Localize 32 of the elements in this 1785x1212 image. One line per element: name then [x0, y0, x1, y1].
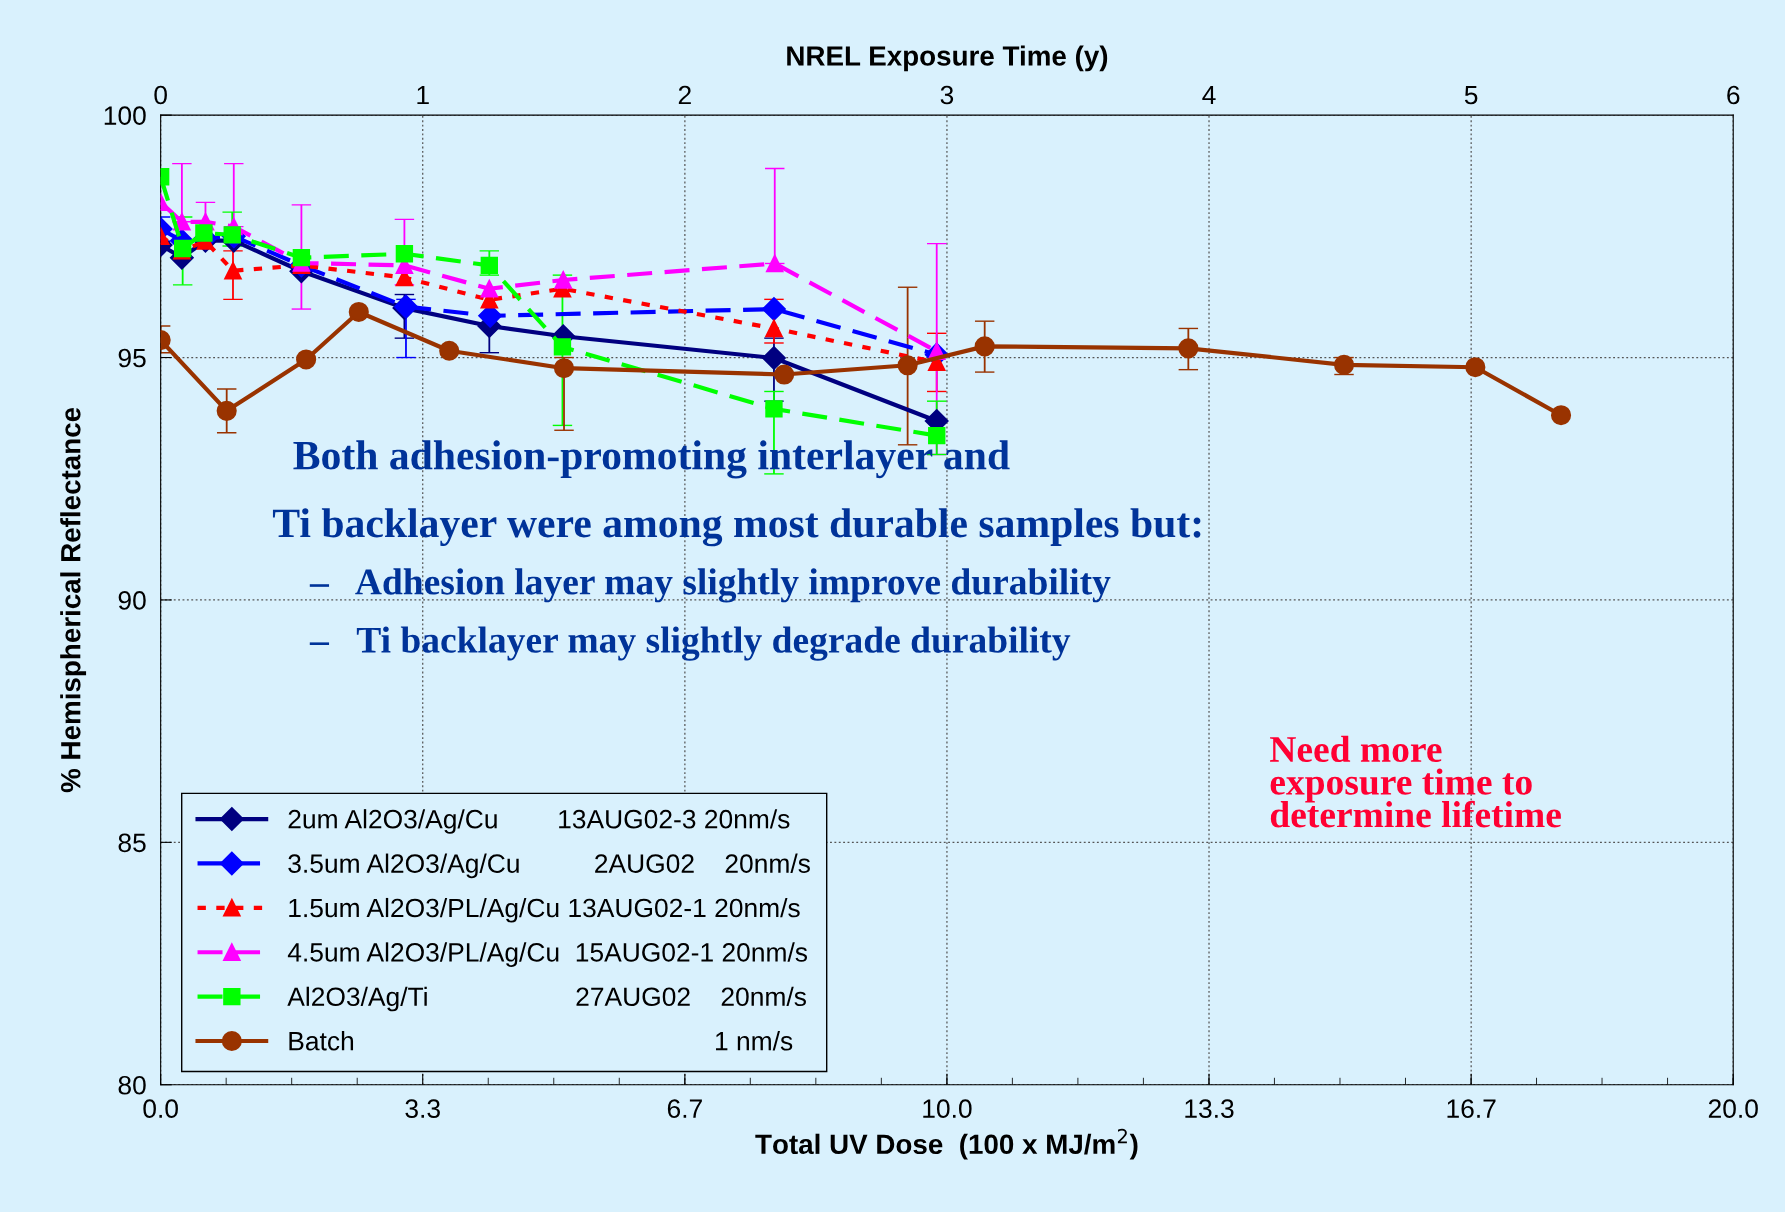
- annotation: – Ti backlayer may slightly degrade durability: [309, 626, 1071, 661]
- x-tick-label: 3.3: [405, 1099, 440, 1119]
- legend-label: Batch 1 nm/s: [289, 1031, 793, 1051]
- x-tick-label: 13.3: [1185, 1099, 1234, 1119]
- x2-tick-label: 0: [154, 85, 167, 105]
- x-tick-label: 10.0: [923, 1099, 972, 1119]
- legend-label: Al2O3/Ag/Ti 27AUG02 20nm/s: [287, 986, 806, 1012]
- x2-tick-label: 2: [678, 85, 691, 105]
- x-tick-label: 20.0: [1708, 1099, 1758, 1119]
- x2-tick-label: 3: [940, 85, 954, 105]
- x2-axis-title: NREL Exposure Time (y): [787, 45, 1108, 72]
- legend-label: 4.5um Al2O3/PL/Ag/Cu 15AUG02-1 20nm/s: [287, 942, 808, 967]
- x2-tick-label: 4: [1202, 85, 1216, 105]
- y-tick-label: 90: [118, 591, 146, 610]
- y-tick-label: 95: [118, 348, 146, 368]
- y-tick-label: 100: [104, 106, 146, 125]
- y-tick-label: 80: [118, 1075, 146, 1095]
- x-tick-label: 0.0: [143, 1099, 178, 1119]
- y-tick-label: 85: [118, 833, 146, 853]
- annotation: – Adhesion layer may slightly improve durability: [309, 568, 1111, 603]
- x2-tick-label: 5: [1464, 85, 1478, 105]
- x-axis-title: Total UV Dose (100 x MJ/m$^{2}$): [755, 1128, 1138, 1160]
- x-tick-label: 16.7: [1447, 1099, 1496, 1119]
- annotation: Ti backlayer were among most durable samples but:: [272, 508, 1201, 547]
- legend-label: 1.5um Al2O3/PL/Ag/Cu 13AUG02-1 20nm/s: [289, 897, 800, 923]
- legend-label: 3.5um Al2O3/Ag/Cu 2AUG02 20nm/s: [288, 853, 810, 879]
- x2-tick-label: 1: [417, 85, 429, 105]
- annotation: Need more exposure time to determine lifetime: [1270, 735, 1561, 828]
- y-axis-title: % Hemispherical Reflectance: [60, 407, 87, 793]
- legend-label: 2um Al2O3/Ag/Cu 13AUG02-3 20nm/s: [288, 809, 790, 834]
- x2-tick-label: 6: [1727, 85, 1740, 105]
- x-tick-label: 6.7: [667, 1099, 702, 1119]
